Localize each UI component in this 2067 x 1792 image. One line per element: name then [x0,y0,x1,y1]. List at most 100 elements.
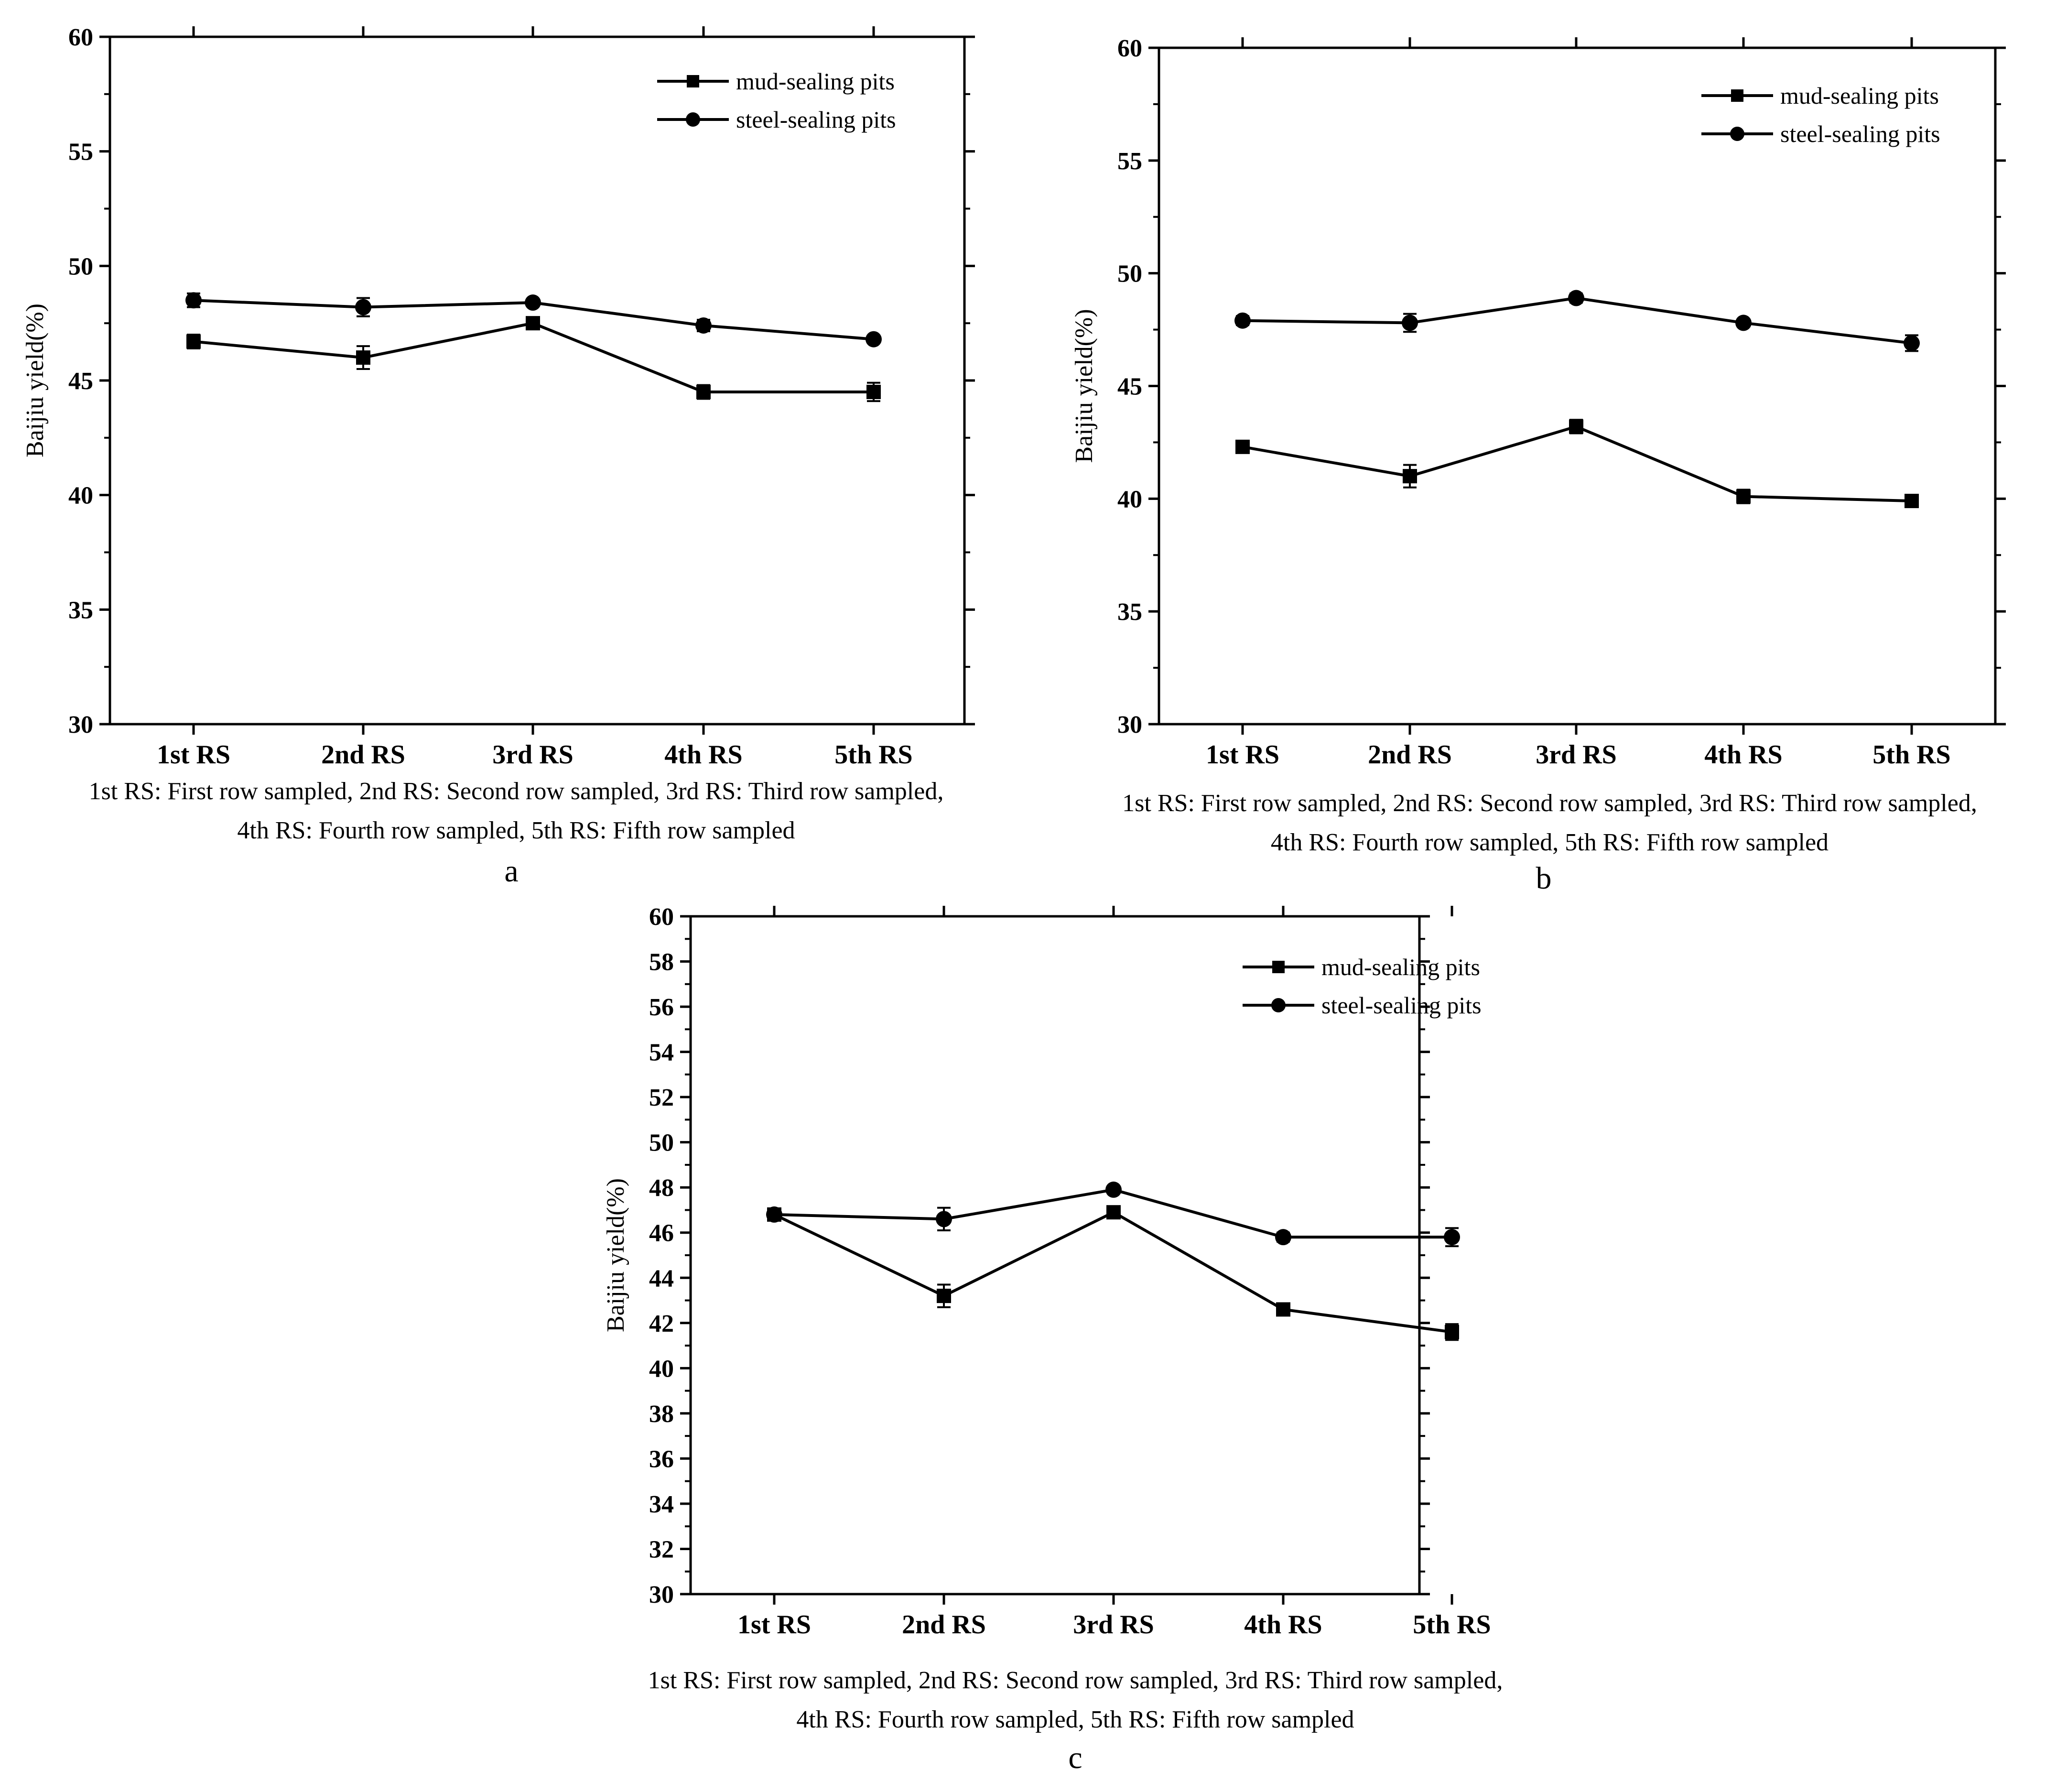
legend-marker-square [1272,961,1285,973]
y-tick-label: 50 [68,253,93,280]
y-tick-label: 46 [649,1220,674,1247]
caption-line-1: 1st RS: First row sampled, 2nd RS: Secon… [1122,790,1977,817]
data-point-square [1403,469,1417,484]
y-tick-label: 30 [68,711,93,739]
y-axis-title: Baijiu yield(%) [602,1178,629,1332]
x-tick-label: 1st RS [1206,740,1279,770]
data-point-square [1905,494,1919,509]
legend-marker-square [1731,89,1743,102]
y-tick-label: 40 [1117,486,1142,513]
x-tick-label: 5th RS [1413,1610,1491,1640]
caption-line-2: 4th RS: Fourth row sampled, 5th RS: Fift… [237,817,795,844]
data-point-square [937,1289,951,1303]
data-point-square [1736,489,1751,504]
data-point-circle [1568,290,1584,306]
data-point-circle [355,299,371,315]
y-tick-label: 38 [649,1401,674,1428]
legend-marker-circle [686,112,700,127]
y-tick-label: 50 [1117,261,1142,288]
series-line-mud-sealing [193,322,874,393]
y-tick-label: 40 [68,482,93,510]
y-tick-label: 55 [1117,148,1142,175]
caption-line-1: 1st RS: First row sampled, 2nd RS: Secon… [648,1667,1503,1694]
data-point-circle [766,1206,782,1223]
y-tick-label: 45 [1117,373,1142,401]
x-tick-label: 4th RS [1244,1610,1322,1640]
chart-panel-a: 30 35 40 45 50 55 60 1st RS 2nd RS 3rd RS 4th RS 5t… [0,0,1032,894]
y-tick-label: 60 [1117,35,1142,62]
data-point-circle [1234,312,1251,329]
data-point-square [526,316,540,331]
y-tick-label: 32 [649,1536,674,1563]
data-point-circle [1735,315,1752,331]
y-tick-label: 54 [649,1039,674,1066]
y-tick-label: 55 [68,139,93,166]
y-axis-title: Baijiu yield(%) [1071,309,1098,463]
legend-marker-square [687,75,699,87]
y-tick-label: 44 [649,1265,674,1292]
data-point-circle [1105,1181,1122,1198]
data-point-circle [525,294,541,311]
data-point-circle [1444,1229,1460,1246]
plot-frame [1158,46,1997,726]
x-tick-label: 3rd RS [492,740,574,770]
x-tick-label: 2nd RS [1368,740,1452,770]
legend-label: mud-sealing pits [736,68,895,95]
legend-marker-circle [1271,998,1286,1012]
y-tick-label: 48 [649,1174,674,1202]
data-point-square [866,384,881,399]
data-point-square [1106,1205,1121,1220]
data-point-square [1569,419,1583,434]
y-tick-label: 58 [649,949,674,976]
panel-letter-c: c [1068,1740,1082,1775]
panel-letter-a: a [504,854,519,889]
y-tick-label: 30 [1117,711,1142,739]
chart-panel-b: 30 35 40 45 50 55 60 1st RS 2nd RS 3rd RS 4th RS 5t… [1032,0,2067,896]
data-point-square [356,350,370,365]
legend-label: mud-sealing pits [1321,954,1480,980]
legend-label: steel-sealing pits [736,106,896,133]
x-tick-label: 5th RS [1872,740,1950,770]
x-tick-label: 3rd RS [1073,1610,1154,1640]
x-tick-label: 2nd RS [321,740,405,770]
y-tick-label: 60 [649,903,674,931]
legend-label: steel-sealing pits [1321,992,1482,1019]
panel-letter-b: b [1536,861,1552,896]
caption-line-2: 4th RS: Fourth row sampled, 5th RS: Fift… [1270,829,1829,856]
y-tick-label: 36 [649,1445,674,1473]
data-point-circle [1275,1229,1291,1246]
y-tick-label: 60 [68,24,93,51]
chart-panel-c: 30 32 34 36 38 40 42 44 46 48 50 52 54 56 58 60 1st RS 2n… [550,894,1601,1792]
data-point-square [1445,1325,1459,1339]
data-point-circle [1402,315,1418,331]
legend-label: mud-sealing pits [1780,82,1939,109]
y-tick-label: 30 [649,1581,674,1608]
y-tick-label: 52 [649,1084,674,1111]
data-point-circle [1904,335,1920,351]
series-line-mud-sealing [773,1210,1452,1334]
data-point-circle [936,1211,952,1227]
legend-marker-circle [1730,127,1744,141]
y-tick-label: 40 [649,1355,674,1382]
x-tick-label: 1st RS [157,740,230,770]
data-point-square [696,384,711,399]
y-tick-label: 56 [649,994,674,1021]
y-tick-label: 42 [649,1310,674,1337]
data-point-square [186,334,201,349]
data-point-circle [185,292,202,309]
chart-b-svg: 30 35 40 45 50 55 60 1st RS 2nd RS 3rd RS 4th RS 5t… [1071,35,2006,770]
x-tick-label: 1st RS [737,1610,811,1640]
chart-a-svg: 30 35 40 45 50 55 60 1st RS 2nd RS 3rd RS 4th RS 5t… [22,24,975,770]
series-line-mud-sealing [1242,425,1912,503]
x-tick-label: 2nd RS [902,1610,986,1640]
caption-line-2: 4th RS: Fourth row sampled, 5th RS: Fift… [796,1706,1354,1733]
y-tick-label: 35 [68,597,93,624]
data-point-square [1276,1302,1290,1317]
data-point-square [1235,439,1250,454]
data-point-circle [866,331,882,348]
x-tick-label: 3rd RS [1536,740,1617,770]
chart-c-svg: 30 32 34 36 38 40 42 44 46 48 50 52 54 56 58 60 1st RS 2n… [602,903,1491,1640]
y-tick-label: 50 [649,1130,674,1157]
x-tick-label: 5th RS [834,740,912,770]
x-tick-label: 4th RS [1704,740,1782,770]
